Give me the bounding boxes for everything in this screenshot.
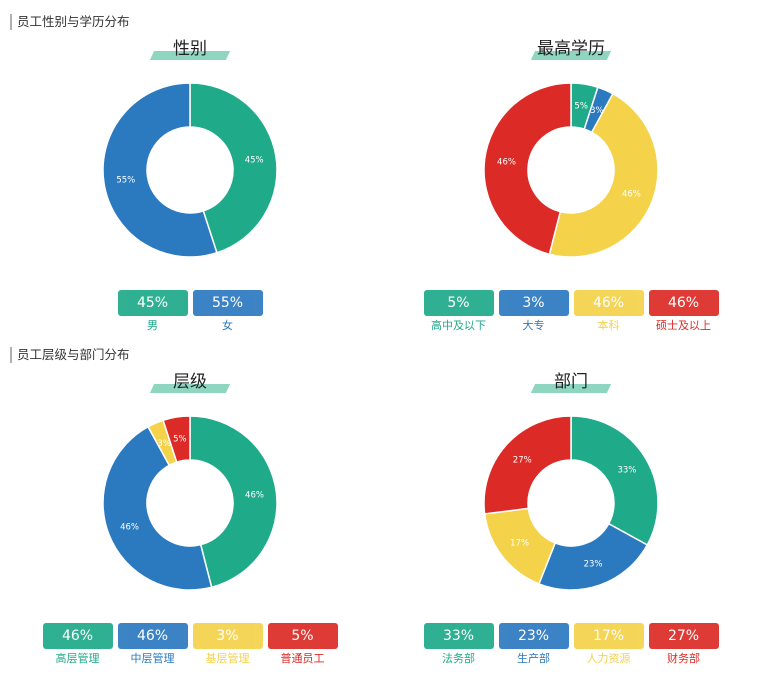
legend-item[interactable]: 45% 男	[117, 290, 188, 333]
donut-slice[interactable]	[102, 82, 218, 258]
legend-value-box: 3%	[192, 623, 263, 649]
legend-label: 硕士及以上	[656, 319, 711, 332]
slice-data-label: 3%	[157, 439, 171, 449]
slice-data-label: 5%	[173, 434, 187, 444]
slice-data-label: 46%	[120, 522, 139, 532]
chart-legend: 45% 男 55% 女	[0, 290, 380, 338]
legend-item[interactable]: 33% 法务部	[423, 623, 494, 666]
chart-title-text: 最高学历	[537, 39, 605, 59]
donut-chart: 33% 23% 17% 27%	[483, 415, 659, 591]
slice-data-label: 17%	[510, 538, 529, 548]
legend-value-box: 46%	[42, 623, 113, 649]
legend-item[interactable]: 46% 高层管理	[42, 623, 113, 666]
chart-title-text: 性别	[173, 39, 207, 59]
section-title-gender-education: 员工性别与学历分布	[10, 14, 130, 30]
legend-value-box: 17%	[573, 623, 644, 649]
donut-slice[interactable]	[102, 425, 213, 591]
donut-slice[interactable]	[189, 82, 278, 254]
legend-label: 普通员工	[280, 652, 325, 665]
legend-label: 高层管理	[55, 652, 100, 665]
legend-value-box: 46%	[117, 623, 188, 649]
education-chart-panel: 最高学历 5% 3% 46% 46% 5% 高中及以下 3% 大专 46% 本科 46% 硕士及以上	[381, 38, 761, 358]
chart-legend: 46% 高层管理 46% 中层管理 3% 基层管理 5% 普通员工	[0, 623, 380, 671]
legend-item[interactable]: 46% 中层管理	[117, 623, 188, 666]
legend-value-box: 46%	[573, 290, 644, 316]
legend-label: 生产部	[517, 652, 550, 665]
legend-value-box: 33%	[423, 623, 494, 649]
donut-chart: 5% 3% 46% 46%	[483, 82, 659, 258]
legend-value-box: 27%	[648, 623, 719, 649]
legend-label: 女	[222, 319, 233, 332]
legend-item[interactable]: 55% 女	[192, 290, 263, 333]
section-title-level-department: 员工层级与部门分布	[10, 347, 130, 363]
gender-chart-panel: 性别 45% 55% 45% 男 55% 女	[0, 38, 380, 358]
donut-slice[interactable]	[570, 415, 659, 546]
legend-label: 中层管理	[130, 652, 175, 665]
slice-data-label: 46%	[497, 157, 516, 167]
chart-title: 性别	[0, 38, 380, 60]
chart-title: 部门	[381, 371, 761, 393]
chart-legend: 5% 高中及以下 3% 大专 46% 本科 46% 硕士及以上	[381, 290, 761, 338]
legend-item[interactable]: 23% 生产部	[498, 623, 569, 666]
slice-data-label: 46%	[622, 189, 641, 199]
slice-data-label: 5%	[574, 101, 588, 111]
chart-title-text: 层级	[173, 372, 207, 392]
donut-slice[interactable]	[483, 82, 572, 256]
slice-data-label: 46%	[245, 490, 264, 500]
department-chart-panel: 部门 33% 23% 17% 27% 33% 法务部 23% 生产部 17% 人力资源 27% 财务部	[381, 371, 761, 691]
slice-data-label: 45%	[245, 155, 264, 165]
chart-title: 层级	[0, 371, 380, 393]
slice-data-label: 55%	[116, 176, 135, 186]
level-chart-panel: 层级 46% 46% 3% 5% 46% 高层管理 46% 中层管理 3% 基层管理 5% 普通员工	[0, 371, 380, 691]
legend-label: 法务部	[442, 652, 475, 665]
legend-value-box: 45%	[117, 290, 188, 316]
donut-slice[interactable]	[537, 522, 649, 591]
slice-data-label: 33%	[617, 465, 636, 475]
donut-chart: 46% 46% 3% 5%	[102, 415, 278, 591]
legend-item[interactable]: 3% 大专	[498, 290, 569, 333]
legend-label: 大专	[522, 319, 545, 332]
chart-title: 最高学历	[381, 38, 761, 60]
legend-item[interactable]: 17% 人力资源	[573, 623, 644, 666]
legend-value-box: 46%	[648, 290, 719, 316]
legend-item[interactable]: 3% 基层管理	[192, 623, 263, 666]
legend-item[interactable]: 5% 高中及以下	[423, 290, 494, 333]
legend-value-box: 5%	[267, 623, 338, 649]
legend-item[interactable]: 46% 硕士及以上	[648, 290, 719, 333]
legend-value-box: 23%	[498, 623, 569, 649]
donut-chart: 45% 55%	[102, 82, 278, 258]
legend-label: 财务部	[667, 652, 700, 665]
legend-value-box: 3%	[498, 290, 569, 316]
donut-slice[interactable]	[162, 415, 191, 464]
legend-value-box: 5%	[423, 290, 494, 316]
chart-legend: 33% 法务部 23% 生产部 17% 人力资源 27% 财务部	[381, 623, 761, 671]
donut-slice[interactable]	[548, 92, 659, 258]
slice-data-label: 23%	[584, 560, 603, 570]
legend-label: 基层管理	[205, 652, 250, 665]
legend-label: 人力资源	[586, 652, 631, 665]
legend-label: 高中及以下	[431, 319, 486, 332]
donut-slice[interactable]	[483, 415, 572, 515]
legend-label: 男	[147, 319, 158, 332]
donut-slice[interactable]	[189, 415, 278, 589]
legend-item[interactable]: 46% 本科	[573, 290, 644, 333]
legend-value-box: 55%	[192, 290, 263, 316]
legend-item[interactable]: 27% 财务部	[648, 623, 719, 666]
chart-title-text: 部门	[554, 372, 588, 392]
legend-label: 本科	[597, 319, 620, 332]
slice-data-label: 3%	[590, 106, 604, 116]
slice-data-label: 27%	[513, 456, 532, 466]
legend-item[interactable]: 5% 普通员工	[267, 623, 338, 666]
